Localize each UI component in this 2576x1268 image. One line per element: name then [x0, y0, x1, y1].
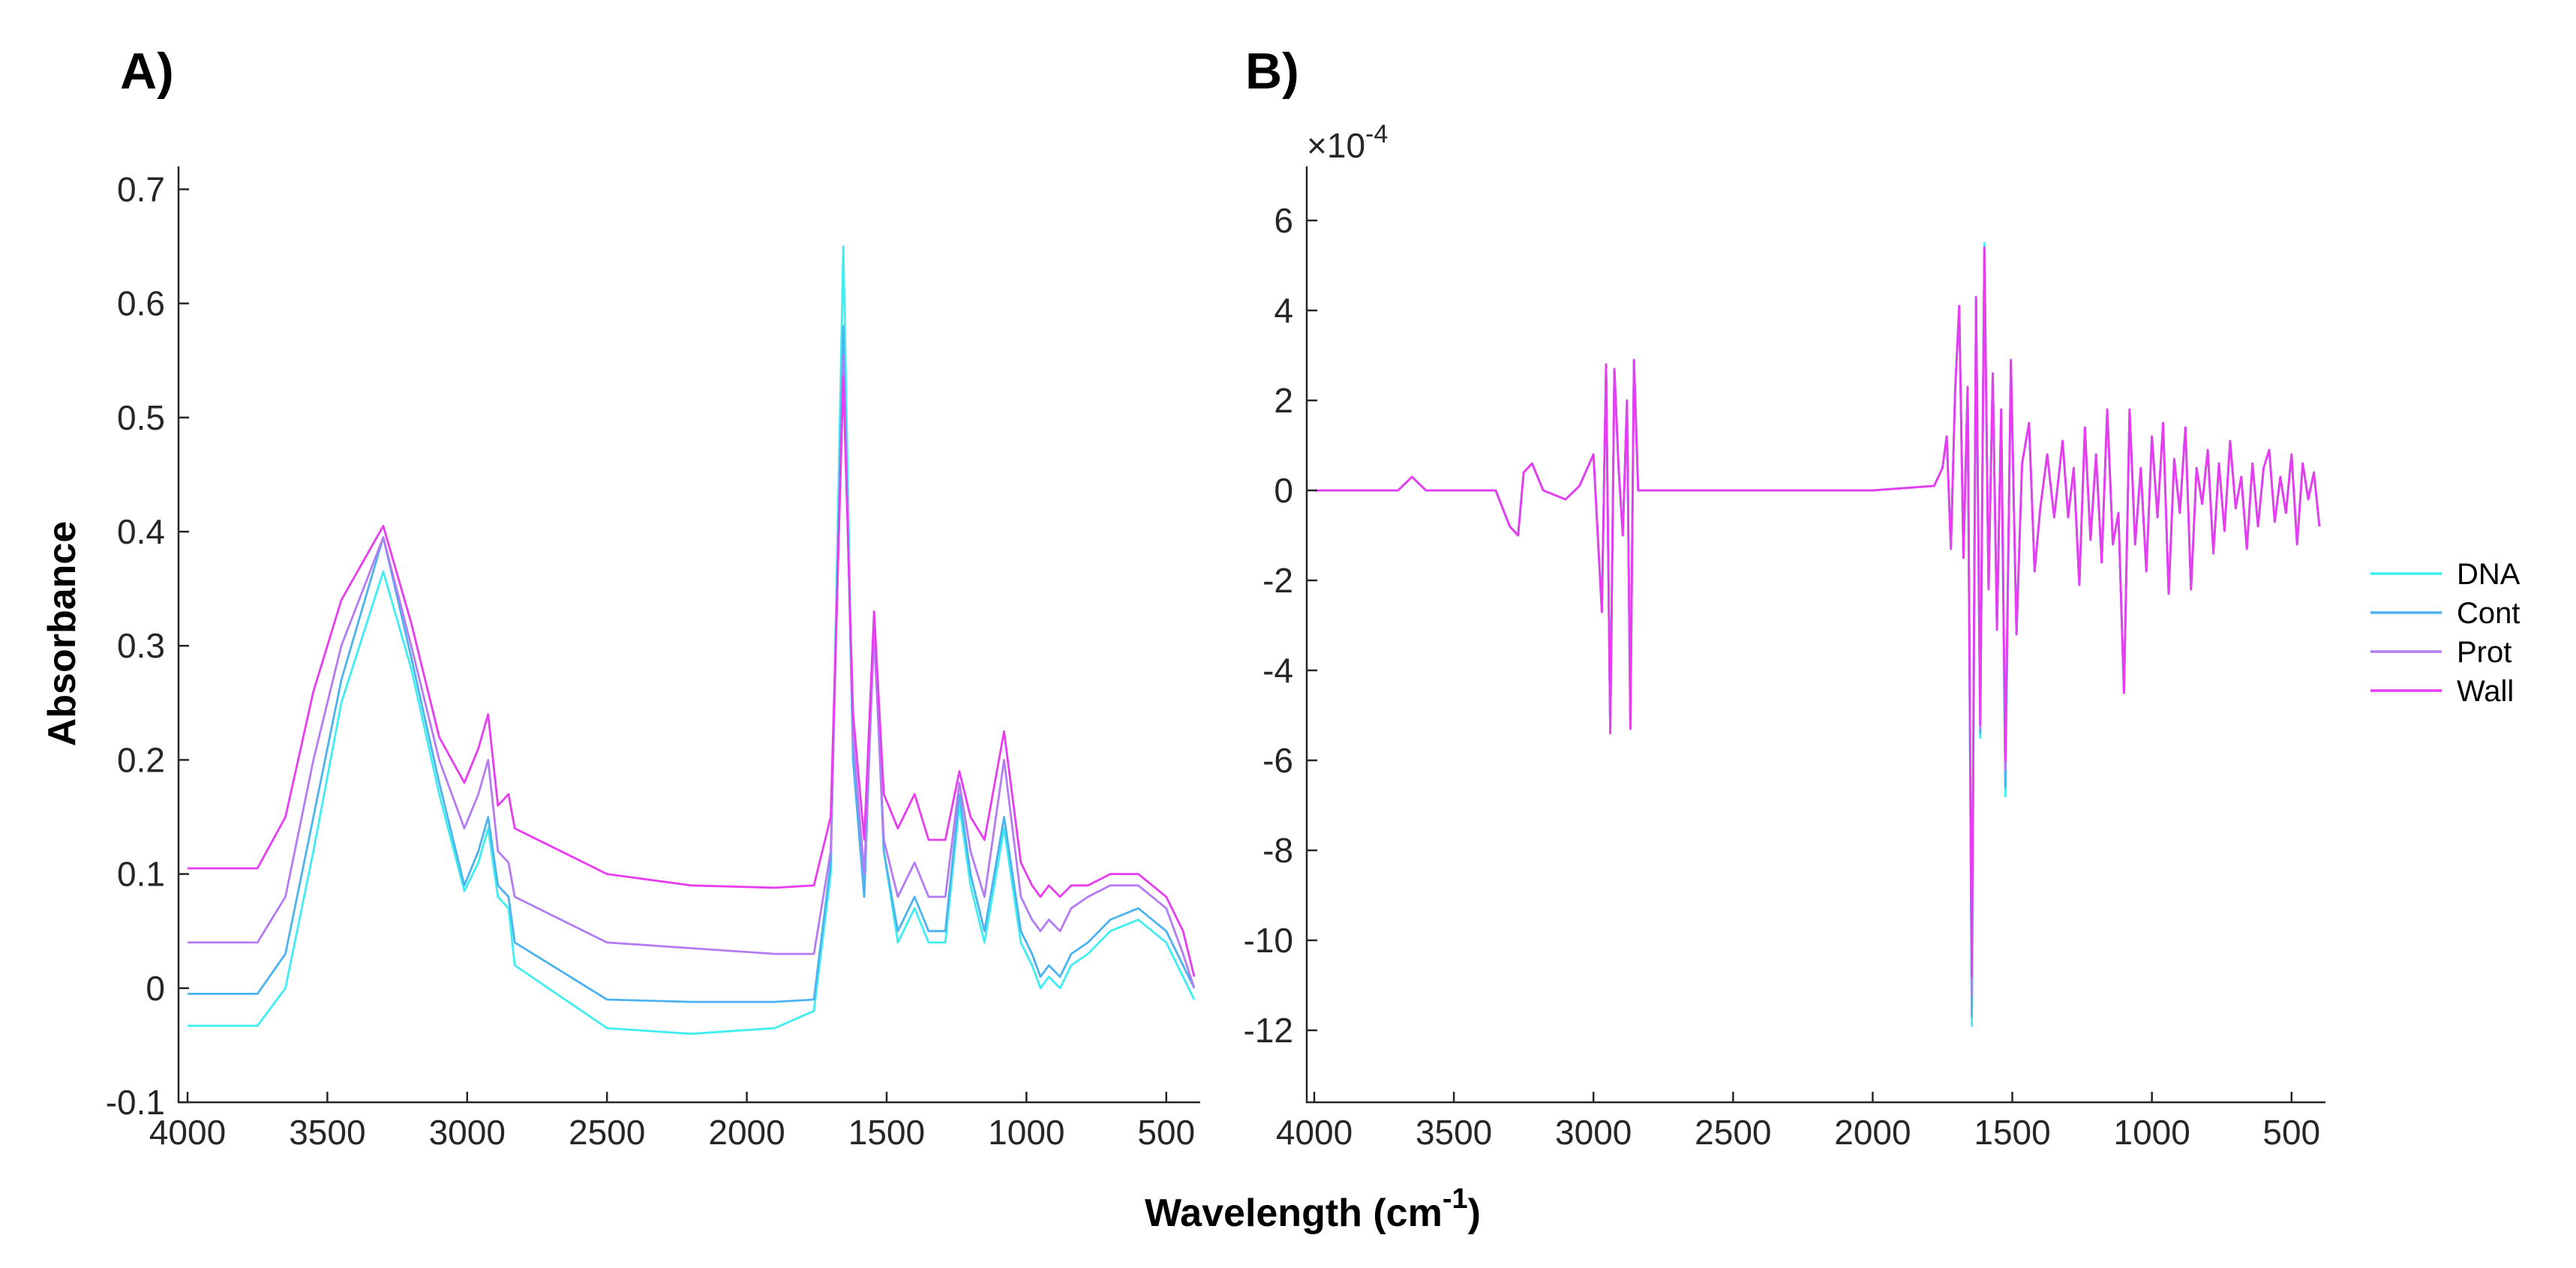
panel-a-x-tick-label: 3000 — [429, 1113, 506, 1152]
panel-a-series-group — [188, 245, 1196, 1036]
legend-label-prot: Prot — [2457, 636, 2511, 669]
panel-b-x-tick-label: 2000 — [1834, 1113, 1911, 1152]
panel-b-y-ticks: -12 -10 -8 -6 -4 -2 0 2 4 6 — [1244, 201, 1317, 1050]
panel-b-y-tick-label: -6 — [1262, 741, 1293, 780]
panel-b-x-tick-label: 2500 — [1695, 1113, 1771, 1152]
legend: DNA Cont Prot Wall — [2370, 558, 2520, 708]
legend-label-wall: Wall — [2457, 675, 2514, 708]
panel-a-x-ticks: 4000 3500 3000 2500 2000 1500 1000 500 — [149, 1092, 1195, 1152]
panel-b-label: B) — [1245, 43, 1299, 100]
panel-b-y-tick-label: -8 — [1262, 831, 1293, 870]
panel-b-x-ticks: 4000 3500 3000 2500 2000 1500 1000 500 — [1276, 1092, 2320, 1152]
panel-a-x-tick-label: 2000 — [708, 1113, 785, 1152]
panel-a-y-ticks: -0.1 0 0.1 0.2 0.3 0.4 0.5 0.6 0.7 — [106, 169, 189, 1122]
x-axis-title-superscript: -1 — [1443, 1183, 1468, 1215]
panel-a-series-wall — [188, 376, 1196, 977]
panel-b-series-wall — [1314, 246, 2321, 978]
panel-a-y-tick-label: 0.2 — [117, 740, 165, 779]
panel-b-y-tick-label: 4 — [1274, 291, 1293, 330]
panel-a-y-tick-label: 0.7 — [117, 169, 165, 208]
panel-b-x-tick-label: 3000 — [1555, 1113, 1632, 1152]
panel-b-exponent-label: ×10-4 — [1307, 120, 1388, 165]
panel-a-x-tick-label: 4000 — [149, 1113, 226, 1152]
legend-label-cont: Cont — [2457, 597, 2520, 630]
panel-b-y-tick-label: -4 — [1262, 651, 1293, 690]
panel-a-y-tick-label: -0.1 — [106, 1083, 165, 1122]
panel-b-axes — [1305, 166, 2325, 1104]
panel-a-y-tick-label: 0.1 — [117, 855, 165, 894]
panel-b-exponent-power: -4 — [1365, 120, 1388, 148]
panel-a-x-tick-label: 1000 — [988, 1113, 1064, 1152]
legend-label-dna: DNA — [2457, 558, 2520, 591]
panel-b-series-cont — [1314, 246, 2321, 1018]
panel-b-series-dna — [1314, 241, 2321, 1027]
panel-b-y-tick-label: -2 — [1262, 561, 1293, 600]
panel-b-y-tick-label: 6 — [1274, 201, 1293, 240]
panel-b-y-tick-label: -10 — [1244, 921, 1293, 960]
panel-a-series-dna — [188, 245, 1196, 1036]
panel-a-y-tick-label: 0.3 — [117, 626, 165, 665]
x-axis-title: Wavelength (cm-1) — [1145, 1183, 1481, 1235]
panel-a-series-cont — [188, 325, 1196, 1003]
panel-a-y-tick-label: 0.6 — [117, 284, 165, 323]
panel-a-plot: 4000 3500 3000 2500 2000 1500 1000 500 -0.1 0 0.1… — [106, 166, 1200, 1152]
panel-a-y-tick-label: 0.4 — [117, 512, 165, 551]
panel-b-series-group — [1314, 241, 2321, 1027]
panel-b-x-tick-label: 4000 — [1276, 1113, 1353, 1152]
panel-b-series-prot — [1314, 250, 2321, 996]
panel-a-x-tick-label: 2500 — [569, 1113, 645, 1152]
panel-b-y-tick-label: -12 — [1244, 1011, 1293, 1050]
panel-b-x-tick-label: 1500 — [1974, 1113, 2050, 1152]
x-axis-title-end: ) — [1468, 1192, 1481, 1235]
panel-a-x-tick-label: 500 — [1137, 1113, 1195, 1152]
panel-b-x-tick-label: 1000 — [2113, 1113, 2190, 1152]
panel-a-x-tick-label: 1500 — [848, 1113, 925, 1152]
panel-a-x-tick-label: 3500 — [289, 1113, 365, 1152]
panel-b-y-tick-label: 2 — [1274, 381, 1293, 420]
x-axis-title-main: Wavelength (cm — [1145, 1192, 1443, 1235]
panel-b-exponent-base: ×10 — [1307, 126, 1365, 165]
panel-a-y-tick-label: 0 — [146, 969, 165, 1008]
panel-a-series-prot — [188, 353, 1196, 989]
panel-a-y-axis-title: Absorbance — [41, 521, 84, 747]
panel-b-y-tick-label: 0 — [1274, 471, 1293, 510]
panel-b-x-tick-label: 3500 — [1416, 1113, 1492, 1152]
panel-b-x-tick-label: 500 — [2262, 1113, 2320, 1152]
panel-a-y-tick-label: 0.5 — [117, 398, 165, 437]
panel-b-plot: 4000 3500 3000 2500 2000 1500 1000 500 -12 -10 -8… — [1244, 166, 2325, 1152]
panel-a-label: A) — [120, 43, 174, 100]
